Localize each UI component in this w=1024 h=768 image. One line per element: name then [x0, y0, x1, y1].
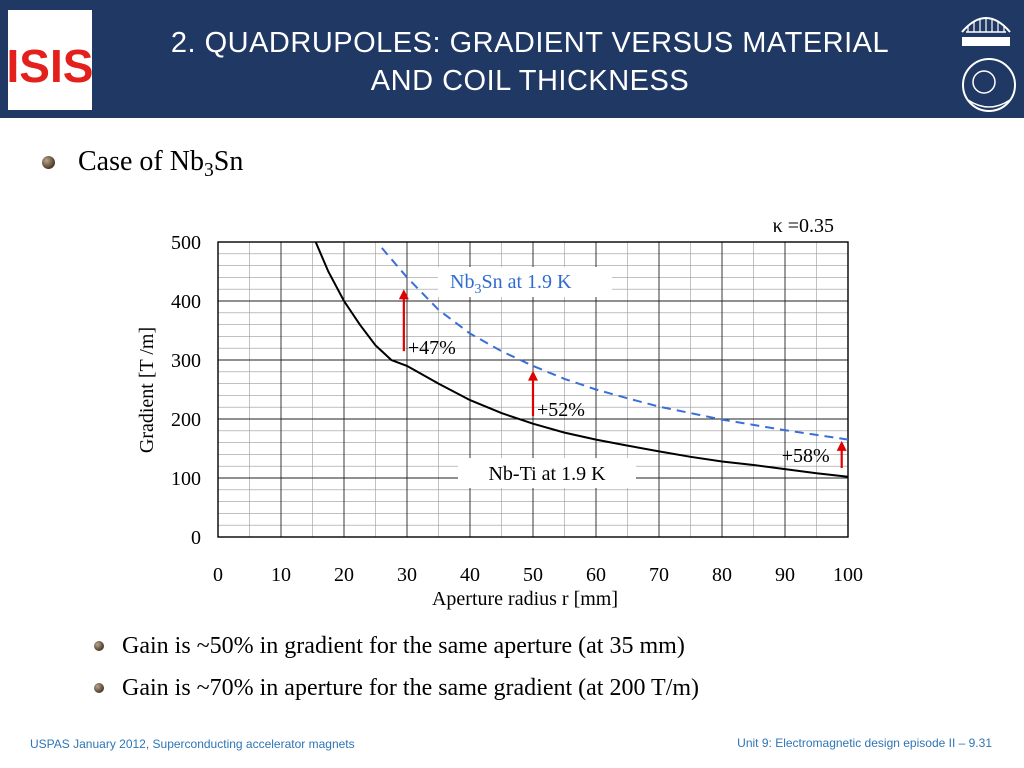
kappa-label: κ =0.35	[773, 215, 834, 237]
bullet-icon	[42, 155, 55, 169]
main-bullet-text: Case of Nb3Sn	[78, 142, 243, 191]
title-line-1: 2. Quadrupoles: gradient versus material	[170, 27, 890, 59]
header-bar: ISIS 2. Quadrupoles: gradient versus mat…	[0, 0, 1024, 118]
y-tick-label: 300	[171, 350, 201, 372]
sub-bullet-1: Gain is ~50% in gradient for the same ap…	[94, 630, 685, 662]
nbti-label-box: Nb-Ti at 1.9 K	[458, 458, 636, 488]
y-tick-label: 500	[171, 232, 201, 254]
x-tick-label: 50	[523, 564, 543, 586]
x-tick-label: 100	[833, 564, 863, 586]
x-axis-label: Aperture radius r [mm]	[432, 588, 618, 610]
x-tick-label: 0	[213, 564, 223, 586]
isis-logo: ISIS	[8, 10, 92, 110]
bullet-icon	[94, 641, 104, 651]
nb3sn-label-suffix: Sn at 1.9 K	[481, 271, 572, 293]
nb3sn-label-box: Nb3Sn at 1.9 K	[438, 267, 612, 297]
gain-label: +58%	[782, 445, 830, 467]
nb3sn-label-sub: 3	[474, 282, 481, 297]
plot-frame	[217, 241, 849, 538]
footer-unit: Unit 9: Electromagnetic design episode I…	[737, 736, 992, 750]
nb3sn-series-label: Nb3Sn at 1.9 K	[450, 271, 572, 297]
sub-bullet-1-text: Gain is ~50% in gradient for the same ap…	[122, 633, 685, 659]
y-tick-label: 400	[171, 291, 201, 313]
main-bullet-prefix: Case of Nb	[78, 146, 204, 177]
gain-arrow-head	[398, 289, 409, 300]
x-tick-label: 80	[712, 564, 732, 586]
gain-arrow-head	[528, 370, 538, 381]
nb3sn-label-prefix: Nb	[450, 271, 474, 293]
berkeley-lab-logo	[961, 17, 1011, 46]
nb3sn-curve	[381, 247, 849, 441]
y-tick-label: 0	[191, 527, 201, 549]
sub-bullet-2-text: Gain is ~70% in aperture for the same gr…	[122, 675, 700, 701]
slide-title: 2. Quadrupoles: gradient versus material…	[120, 24, 940, 100]
gradient-aperture-chart: +47% +52% +58% 0 10 20 30 40 50 60 70 80 90 100 0 100 2…	[136, 215, 863, 610]
title-line-2: and coil thickness	[370, 65, 690, 97]
cern-logo	[962, 58, 1016, 112]
x-tick-label: 30	[397, 564, 417, 586]
footer-course: USPAS January 2012, Superconducting acce…	[30, 737, 355, 751]
x-tick-label: 10	[271, 564, 291, 586]
chart-tick-labels: 0 10 20 30 40 50 60 70 80 90 100 0 100 200 300 400 500	[171, 232, 863, 586]
gain-label: +52%	[537, 399, 585, 421]
chart-arrows: +47% +52% +58%	[398, 289, 847, 468]
main-bullet-suffix: Sn	[213, 146, 244, 177]
main-bullet: Case of Nb3Sn	[42, 142, 243, 182]
y-tick-label: 100	[171, 468, 201, 490]
x-tick-label: 60	[586, 564, 606, 586]
isis-logo-text: ISIS	[8, 40, 92, 92]
nbti-curve	[314, 241, 849, 478]
gain-arrow-head	[836, 440, 847, 451]
main-bullet-sub: 3	[203, 159, 214, 181]
bullet-icon	[94, 683, 104, 693]
x-tick-label: 40	[460, 564, 480, 586]
chart-series	[314, 241, 849, 478]
x-tick-label: 20	[334, 564, 354, 586]
x-tick-label: 70	[649, 564, 669, 586]
sub-bullet-2: Gain is ~70% in aperture for the same gr…	[94, 672, 699, 704]
nbti-series-label: Nb-Ti at 1.9 K	[488, 463, 606, 485]
gain-label: +47%	[408, 337, 456, 359]
y-tick-label: 200	[171, 409, 201, 431]
y-axis-label: Gradient [T /m]	[136, 327, 158, 453]
x-tick-label: 90	[775, 564, 795, 586]
